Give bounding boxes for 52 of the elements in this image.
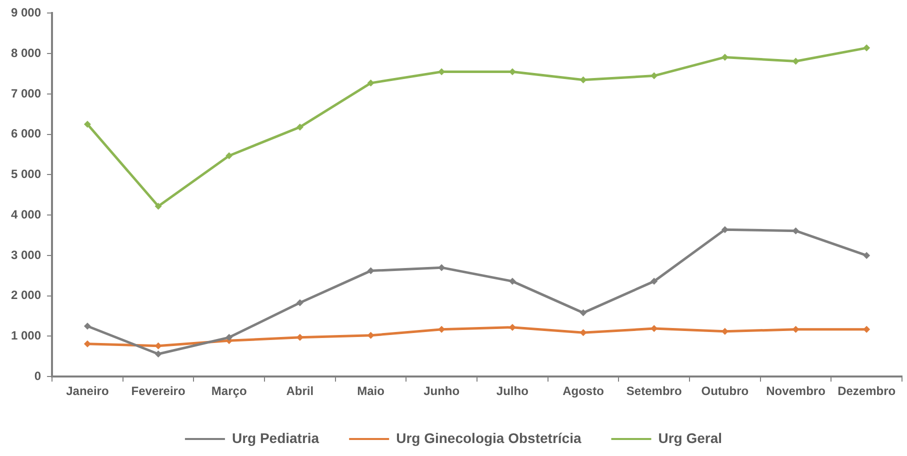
y-tick-label: 8 000 — [11, 46, 42, 60]
legend-label: Urg Pediatria — [232, 430, 320, 446]
point — [580, 309, 587, 316]
y-tick-label: 5 000 — [11, 167, 42, 182]
legend-label: Urg Geral — [658, 430, 722, 446]
y-tick-label: 6 000 — [11, 126, 42, 141]
point — [792, 326, 800, 333]
point — [508, 278, 516, 285]
y-tick-label: 4 000 — [11, 207, 42, 222]
point — [367, 80, 374, 87]
point — [154, 350, 162, 358]
point — [296, 124, 304, 131]
x-tick-label: Janeiro — [66, 384, 109, 398]
x-tick-label: Dezembro — [838, 384, 896, 398]
x-tick-label: Julho — [496, 384, 528, 398]
point — [650, 72, 658, 80]
x-tick-label: Fevereiro — [131, 384, 186, 398]
y-tick-label: 1 000 — [11, 328, 42, 343]
x-tick-label: Setembro — [626, 384, 682, 398]
point — [721, 226, 728, 234]
point — [84, 120, 91, 128]
legend-label: Urg Ginecologia Obstetrícia — [396, 430, 582, 446]
x-tick-label: Novembro — [766, 384, 826, 398]
point — [84, 322, 91, 330]
y-tick-label: 0 — [34, 368, 42, 383]
point — [367, 332, 374, 339]
y-tick-label: 2 000 — [11, 288, 42, 302]
point — [296, 299, 304, 306]
x-tick-label: Março — [211, 384, 247, 398]
point — [580, 329, 587, 336]
x-tick-label: Maio — [357, 384, 384, 398]
x-tick-label: Junho — [424, 384, 460, 398]
point — [721, 54, 728, 61]
point — [863, 44, 870, 52]
point — [226, 152, 233, 160]
point — [367, 267, 374, 274]
y-tick-label: 7 000 — [11, 86, 42, 100]
point — [296, 334, 304, 341]
point — [226, 334, 233, 341]
y-tick-label: 9 000 — [11, 6, 42, 20]
x-tick-label: Abril — [286, 384, 314, 398]
point — [792, 227, 800, 234]
x-tick-label: Outubro — [701, 384, 749, 398]
point — [438, 264, 446, 272]
point — [154, 202, 162, 210]
point — [863, 252, 870, 259]
point — [863, 326, 870, 333]
point — [792, 58, 800, 65]
y-tick-label: 3 000 — [11, 248, 42, 262]
point — [650, 278, 658, 285]
x-tick-label: Agosto — [562, 384, 604, 398]
point — [84, 340, 91, 348]
